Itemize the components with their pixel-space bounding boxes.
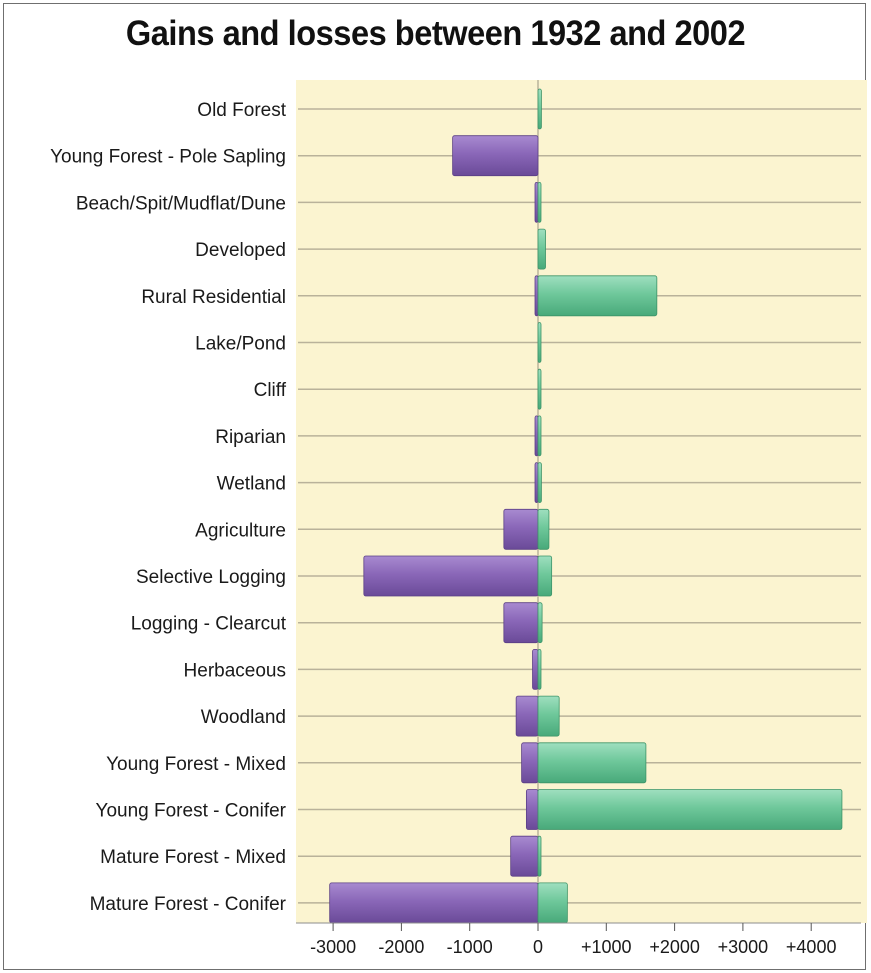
gain-bar <box>537 602 543 644</box>
x-tick-label: -2000 <box>378 937 424 957</box>
category-label: Old Forest <box>197 100 286 121</box>
category-label: Mature Forest - Mixed <box>100 847 286 868</box>
gain-bar <box>537 322 542 363</box>
loss-bar <box>534 275 539 317</box>
gain-bar <box>537 181 542 223</box>
loss-bar <box>329 882 539 924</box>
category-label: Beach/Spit/Mudflat/Dune <box>76 193 286 214</box>
x-tick-label: 0 <box>533 937 543 957</box>
loss-bar <box>534 415 539 457</box>
loss-bar <box>452 135 539 177</box>
gain-bar <box>537 228 546 270</box>
category-label: Cliff <box>254 380 287 401</box>
category-labels: Old Forest Young Forest - Pole Sapling Bea… <box>50 100 287 915</box>
gain-bar <box>537 789 843 830</box>
gain-bar <box>537 882 568 924</box>
gain-bar <box>537 508 550 550</box>
category-label: Young Forest - Mixed <box>106 754 286 775</box>
category-label: Young Forest - Pole Sapling <box>50 147 286 168</box>
x-tick-label: +4000 <box>786 937 837 957</box>
loss-bar <box>510 835 539 877</box>
category-label: Wetland <box>217 474 286 495</box>
category-label: Rural Residential <box>141 287 286 308</box>
loss-bar <box>503 508 539 550</box>
loss-bar <box>534 181 539 223</box>
x-tick-label: +3000 <box>718 937 769 957</box>
category-label: Agriculture <box>195 520 286 541</box>
category-label: Developed <box>195 240 286 261</box>
category-label: Young Forest - Conifer <box>96 801 287 822</box>
gain-bar <box>537 742 647 784</box>
gain-bar <box>537 462 542 504</box>
gain-bar <box>537 649 542 690</box>
category-label: Woodland <box>201 707 286 728</box>
loss-bar <box>503 602 539 644</box>
gain-bar <box>537 695 560 737</box>
x-tick-label: +1000 <box>581 937 632 957</box>
loss-bar <box>532 649 539 690</box>
gain-bar <box>537 415 542 457</box>
gain-bar <box>537 368 542 410</box>
chart-title: Gains and losses between 1932 and 2002 <box>125 14 746 53</box>
x-tick-label: +2000 <box>649 937 700 957</box>
category-label: Lake/Pond <box>195 334 286 355</box>
gain-bar <box>537 88 542 130</box>
loss-bar <box>525 789 539 830</box>
category-label: Riparian <box>215 427 286 448</box>
category-label: Herbaceous <box>184 660 286 681</box>
category-label: Logging - Clearcut <box>131 614 287 635</box>
x-axis-ticks: -3000 -2000 -1000 0 +1000 +2000 +3000 +4000 <box>296 922 861 957</box>
loss-bar <box>515 695 539 737</box>
category-label: Mature Forest - Conifer <box>90 894 287 915</box>
loss-bar <box>521 742 539 784</box>
gain-bar <box>537 555 553 597</box>
gain-bar <box>537 835 542 877</box>
loss-bar <box>363 555 539 597</box>
category-label: Selective Logging <box>136 567 286 588</box>
x-tick-label: -1000 <box>447 937 493 957</box>
loss-bar <box>534 462 539 504</box>
x-tick-label: -3000 <box>310 937 356 957</box>
gain-bar <box>537 275 658 317</box>
